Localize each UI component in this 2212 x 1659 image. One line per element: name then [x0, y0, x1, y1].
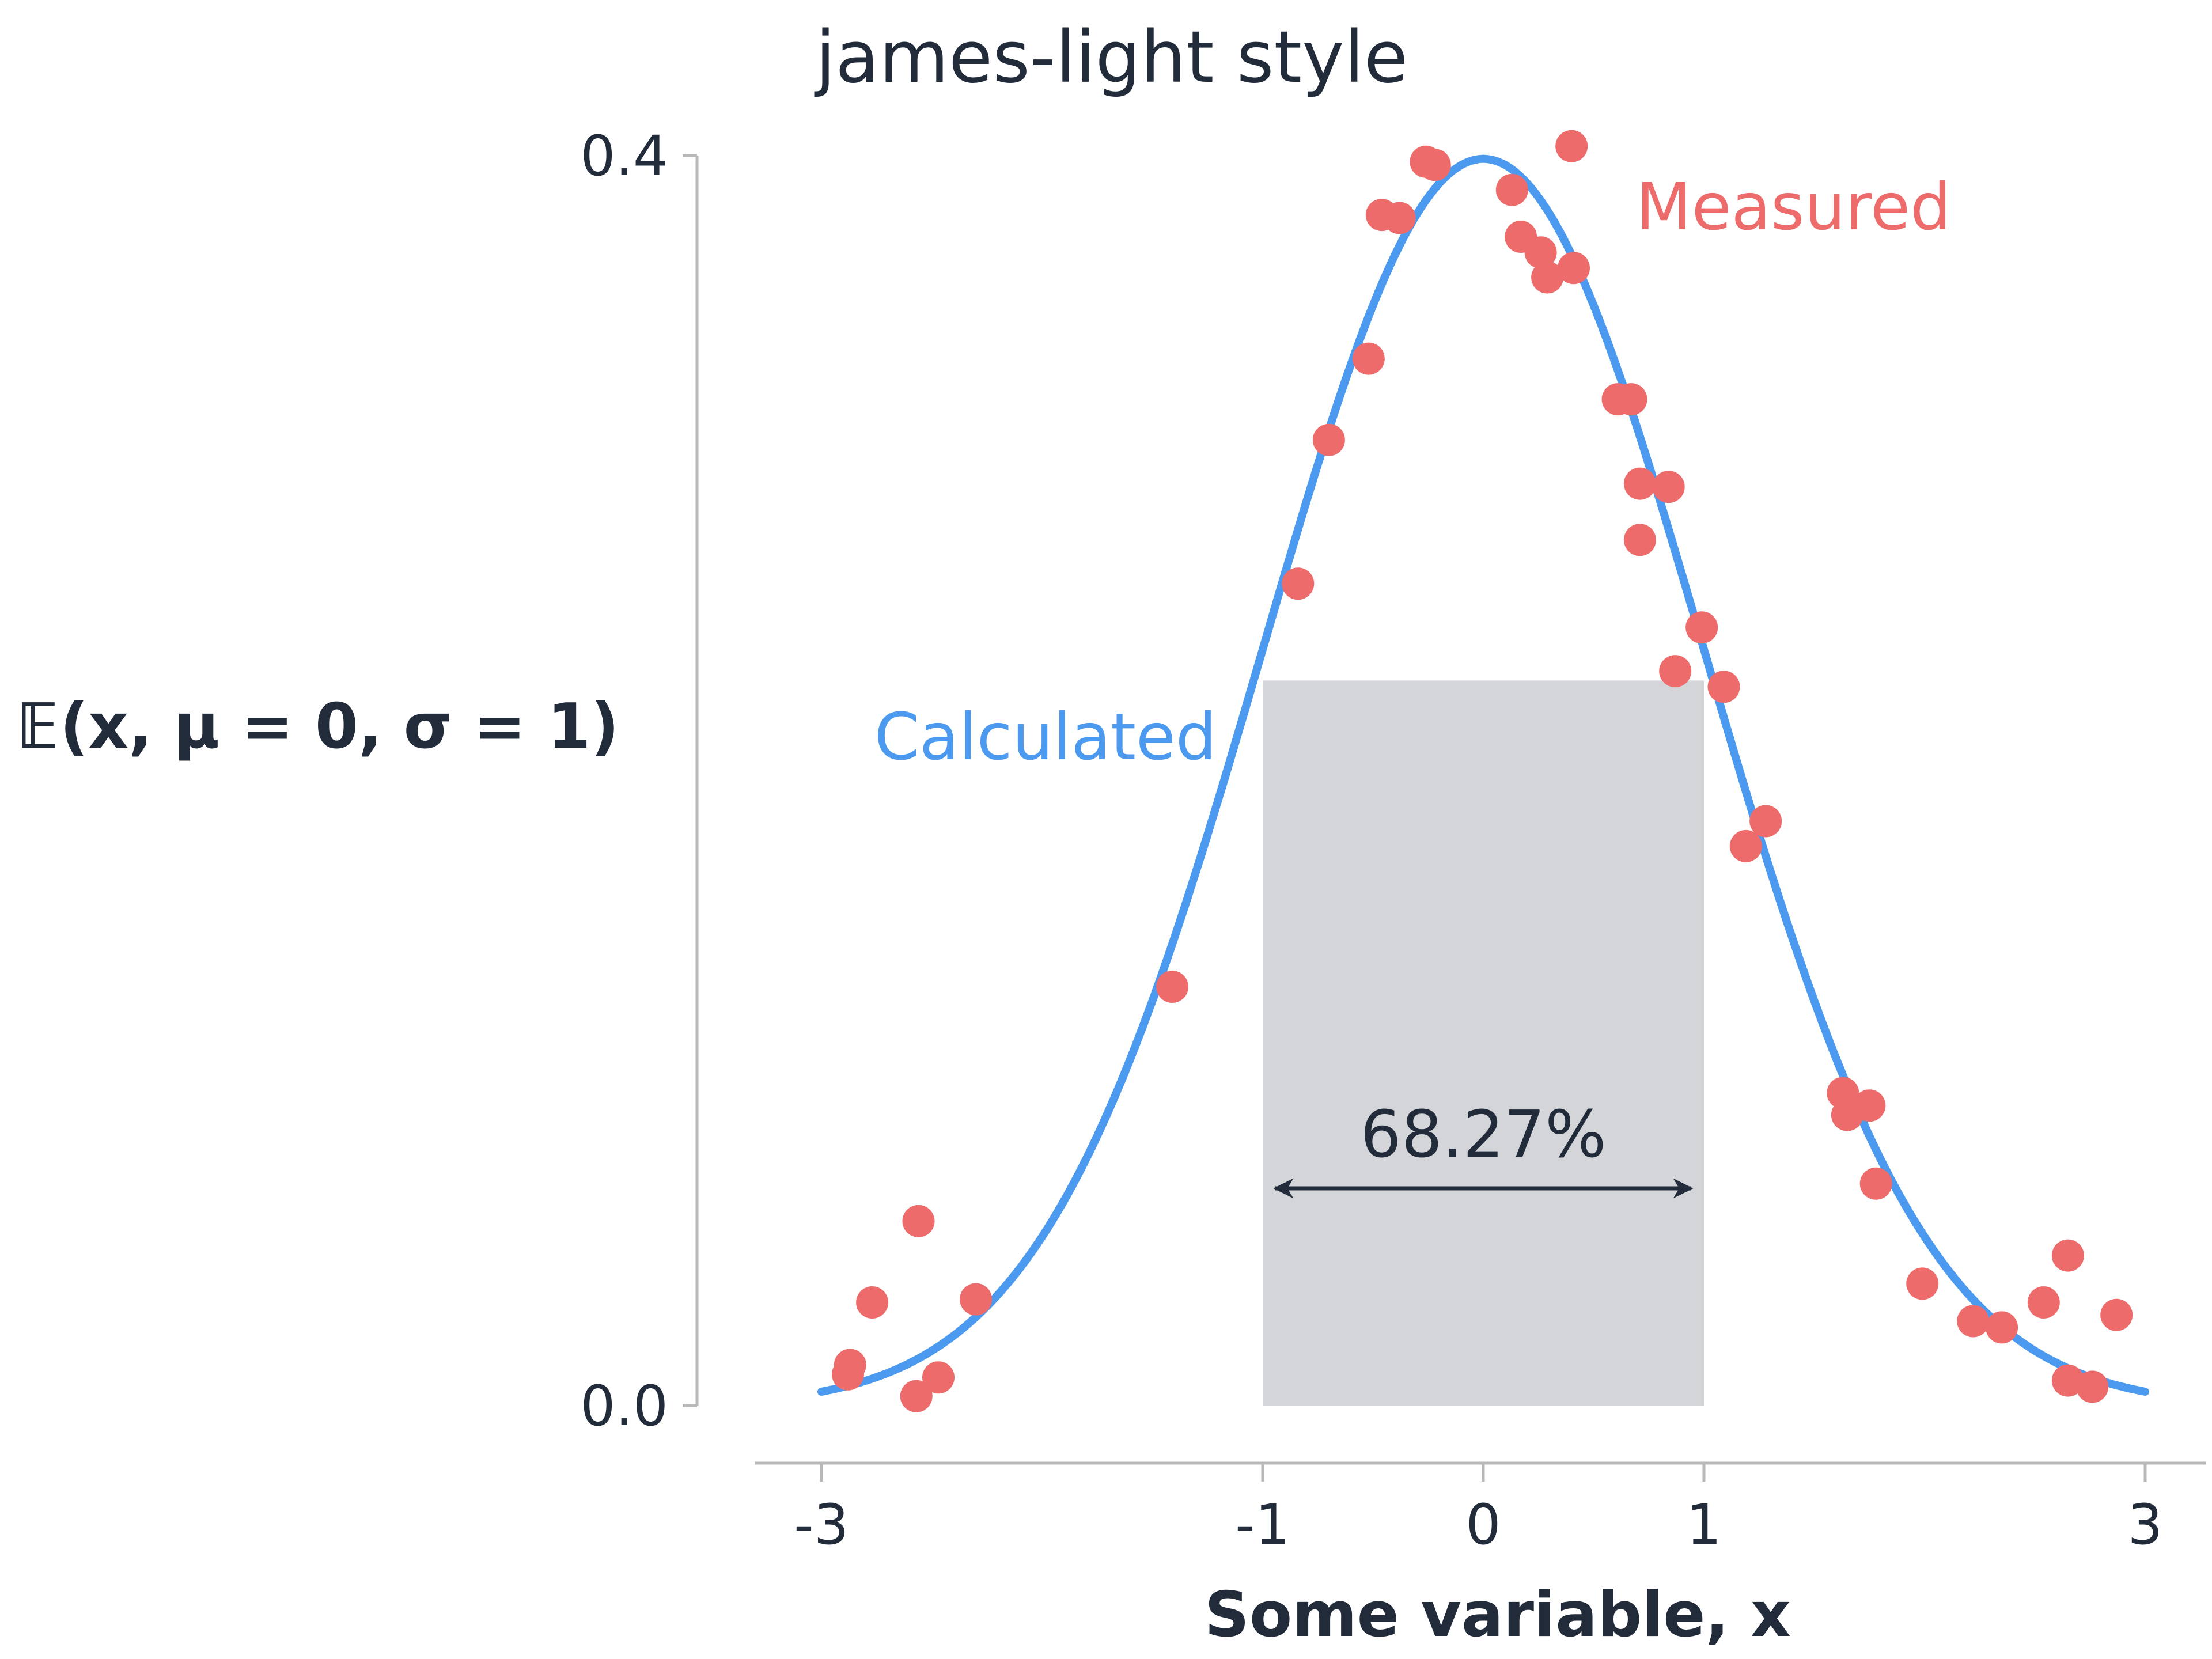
x-tick-label: 3 — [2127, 1493, 2162, 1557]
measured-point — [1685, 611, 1718, 644]
measured-point — [1495, 173, 1528, 206]
measured-point — [1312, 423, 1345, 456]
measured-point — [900, 1380, 933, 1412]
calculated-curve — [817, 154, 2149, 1396]
measured-series-label: Measured — [1636, 170, 1951, 245]
measured-point — [960, 1283, 993, 1316]
measured-points — [832, 130, 2133, 1412]
measured-point — [902, 1205, 935, 1237]
measured-point — [856, 1286, 889, 1319]
x-ticks: -3 -1 0 1 3 — [794, 1463, 2163, 1557]
measured-point — [1352, 342, 1385, 375]
measured-point — [834, 1349, 866, 1381]
x-tick-label: 1 — [1686, 1493, 1721, 1557]
measured-point — [1615, 383, 1647, 416]
measured-point — [1524, 236, 1557, 269]
measured-point — [2076, 1370, 2109, 1403]
measured-point — [2051, 1364, 2084, 1397]
y-axis-label: 𝔼(x, μ = 0, σ = 1) — [17, 691, 619, 763]
measured-point — [1558, 252, 1590, 285]
measured-point — [1531, 261, 1564, 294]
measured-point — [1555, 130, 1588, 162]
measured-point — [1859, 1167, 1892, 1200]
y-ticks: 0.0 0.4 — [580, 124, 697, 1438]
measured-point — [1729, 830, 1762, 862]
measured-point — [1659, 655, 1692, 688]
x-tick-label: 0 — [1465, 1493, 1501, 1557]
measured-point — [1418, 149, 1451, 181]
measured-point — [1383, 202, 1416, 234]
measured-point — [1652, 471, 1685, 503]
measured-point — [1957, 1305, 1990, 1338]
sigma-percentage-label: 68.27% — [1360, 1097, 1606, 1172]
measured-point — [2051, 1239, 2084, 1272]
calculated-series-label: Calculated — [874, 700, 1217, 775]
measured-point — [1707, 671, 1740, 703]
measured-point — [1853, 1089, 1886, 1122]
measured-point — [1282, 567, 1315, 600]
x-tick-label: -1 — [1235, 1493, 1290, 1557]
x-axis-label: Some variable, x — [1205, 1579, 1791, 1651]
measured-point — [1749, 805, 1782, 838]
measured-point — [1986, 1311, 2018, 1344]
measured-point — [1156, 971, 1188, 1003]
measured-point — [2100, 1298, 2133, 1331]
measured-point — [2027, 1286, 2060, 1319]
one-sigma-shaded-region — [1263, 680, 1704, 1406]
measured-point — [922, 1361, 955, 1394]
measured-point — [1906, 1267, 1939, 1300]
measured-point — [1623, 467, 1656, 500]
chart-title: james-light style — [814, 16, 1408, 99]
x-tick-label: -3 — [794, 1493, 849, 1557]
measured-point — [1623, 524, 1656, 556]
y-tick-label: 0.0 — [580, 1374, 668, 1438]
y-tick-label: 0.4 — [580, 124, 668, 188]
